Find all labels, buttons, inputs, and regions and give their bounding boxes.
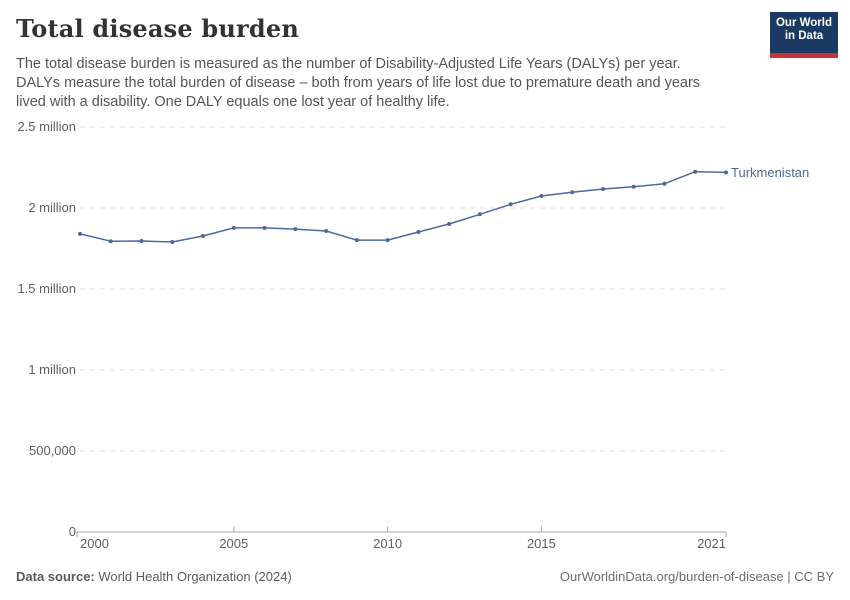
- data-source-label: Data source:: [16, 569, 95, 584]
- x-axis-tick-label: 2021: [697, 536, 726, 551]
- subtitle-line: The total disease burden is measured as …: [16, 56, 681, 72]
- owid-logo-text-line2: in Data: [784, 30, 824, 42]
- owid-logo[interactable]: Our World in Data: [770, 12, 838, 58]
- data-point[interactable]: [78, 231, 82, 236]
- data-point[interactable]: [139, 239, 144, 243]
- data-point[interactable]: [108, 239, 113, 244]
- data-point[interactable]: [324, 229, 329, 233]
- data-point[interactable]: [170, 240, 175, 244]
- data-point[interactable]: [724, 170, 728, 175]
- owid-logo-text-line1: Our World: [775, 17, 832, 29]
- data-point[interactable]: [570, 190, 575, 195]
- data-point[interactable]: [354, 238, 359, 243]
- y-axis-tick-label: 1.5 million: [17, 281, 76, 296]
- data-point[interactable]: [385, 238, 390, 243]
- y-axis-tick-label: 1 million: [28, 362, 76, 377]
- y-axis-tick-label: 2 million: [28, 200, 76, 215]
- x-axis-tick-label: 2000: [80, 536, 109, 551]
- y-axis-tick-label: 2.5 million: [17, 119, 76, 134]
- data-source-note: Data source: World Health Organization (…: [16, 569, 292, 584]
- data-point[interactable]: [539, 194, 544, 198]
- series-label-turkmenistan[interactable]: Turkmenistan: [731, 164, 810, 180]
- data-point[interactable]: [508, 202, 513, 207]
- page-title: Total disease burden: [16, 14, 299, 43]
- data-point[interactable]: [447, 222, 452, 226]
- data-point[interactable]: [293, 227, 298, 232]
- chart-subtitle: The total disease burden is measured as …: [16, 55, 761, 112]
- y-axis-tick-label: 500,000: [29, 443, 76, 458]
- data-point[interactable]: [601, 187, 605, 191]
- x-axis-tick-label: 2015: [526, 536, 556, 551]
- data-point[interactable]: [262, 225, 267, 230]
- data-point[interactable]: [631, 184, 636, 189]
- data-source-value: World Health Organization (2024): [98, 569, 292, 584]
- data-point[interactable]: [693, 169, 698, 174]
- data-point[interactable]: [416, 230, 421, 234]
- subtitle-line: lived with a disability. One DALY equals…: [16, 94, 450, 110]
- data-point[interactable]: [201, 234, 205, 238]
- data-point[interactable]: [231, 225, 236, 230]
- subtitle-line: DALYs measure the total burden of diseas…: [16, 75, 701, 91]
- data-point[interactable]: [477, 212, 482, 217]
- data-line-turkmenistan[interactable]: [79, 170, 727, 243]
- y-axis-tick-label: 0: [68, 524, 76, 539]
- x-axis-tick-label: 2010: [373, 536, 403, 551]
- x-axis-tick-label: 2005: [219, 536, 249, 551]
- attribution-link[interactable]: OurWorldinData.org/burden-of-disease | C…: [559, 569, 834, 584]
- data-point[interactable]: [662, 181, 667, 186]
